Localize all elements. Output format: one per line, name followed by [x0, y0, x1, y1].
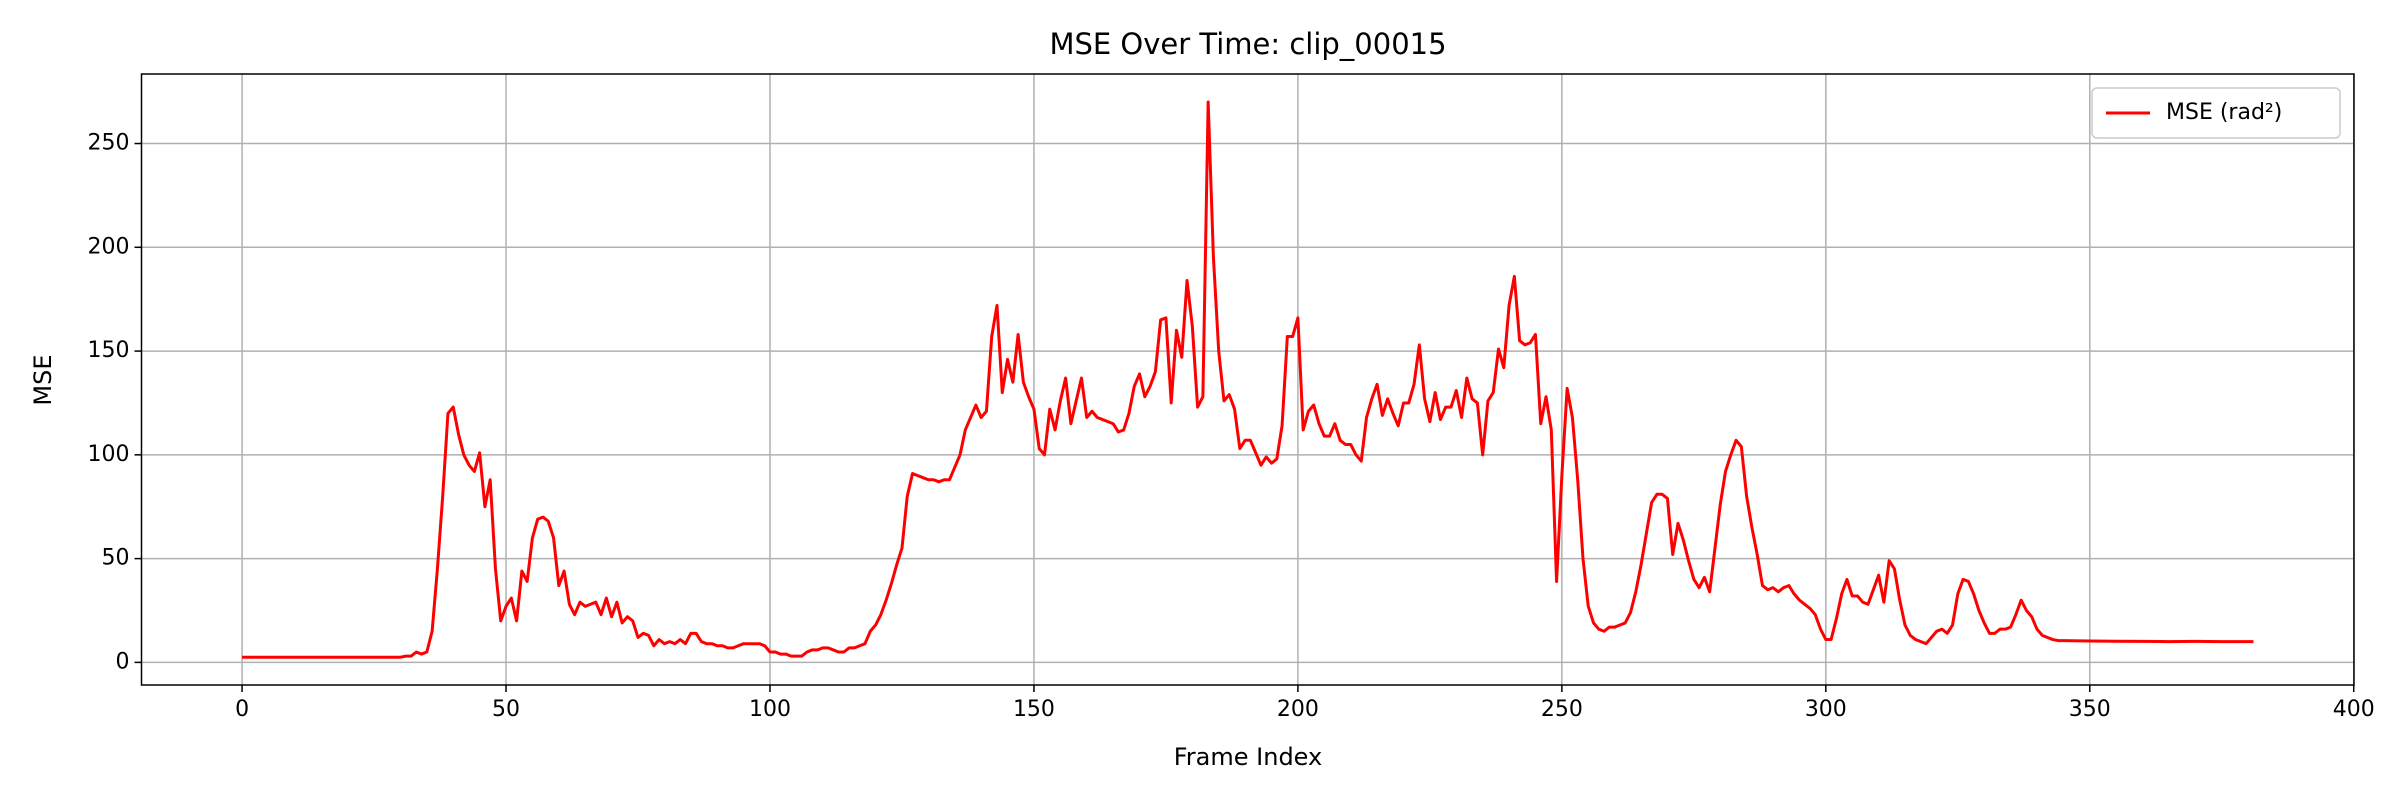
- chart-title: MSE Over Time: clip_00015: [1049, 27, 1446, 61]
- x-tick-label: 0: [235, 697, 249, 722]
- x-tick-label: 200: [1277, 697, 1319, 722]
- x-axis-label: Frame Index: [1174, 743, 1322, 771]
- data-line: [242, 100, 2254, 659]
- x-tick-label: 300: [1805, 697, 1847, 722]
- y-tick-label: 200: [88, 234, 130, 259]
- y-tick-label: 150: [88, 338, 130, 363]
- plot-frame: [140, 73, 2355, 686]
- y-axis-label: MSE: [29, 354, 57, 405]
- y-tick-label: 250: [88, 131, 130, 156]
- y-tick-label: 0: [116, 649, 130, 674]
- x-tick-label: 100: [749, 697, 791, 722]
- x-tick-label: 50: [492, 697, 520, 722]
- x-tick-label: 250: [1541, 697, 1583, 722]
- x-tick-label: 150: [1013, 697, 1055, 722]
- legend-label: MSE (rad²): [2166, 100, 2282, 125]
- x-tick-label: 350: [2069, 697, 2111, 722]
- y-tick-label: 100: [88, 442, 130, 467]
- legend-box: [2091, 87, 2341, 139]
- y-tick-label: 50: [102, 546, 130, 571]
- x-tick-label: 400: [2333, 697, 2375, 722]
